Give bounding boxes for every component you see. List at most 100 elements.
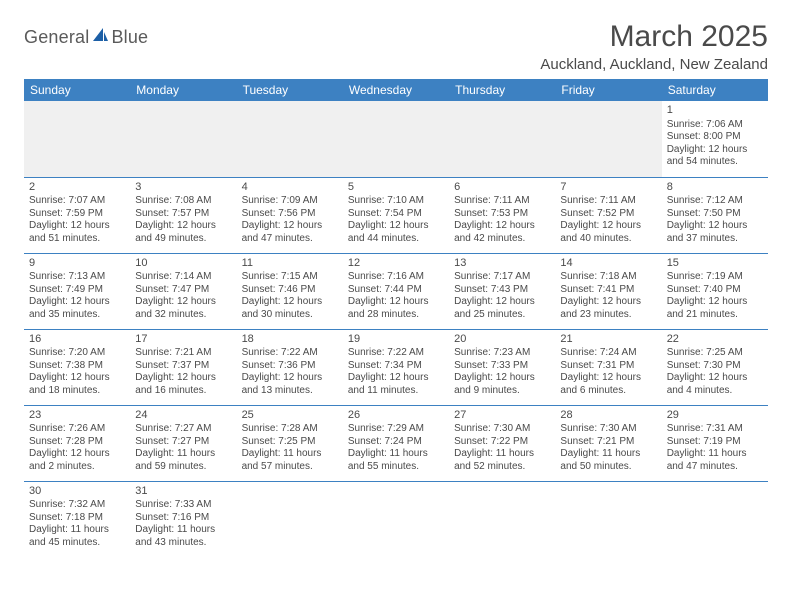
calendar-day-cell: 30Sunrise: 7:32 AMSunset: 7:18 PMDayligh…: [24, 481, 130, 557]
sunrise-text: Sunrise: 7:10 AM: [348, 195, 444, 208]
logo-text-2: Blue: [111, 27, 148, 48]
sunset-text: Sunset: 7:46 PM: [242, 284, 338, 297]
day-number: 11: [242, 257, 338, 271]
calendar-day-cell: 11Sunrise: 7:15 AMSunset: 7:46 PMDayligh…: [237, 253, 343, 329]
calendar-day-cell: 24Sunrise: 7:27 AMSunset: 7:27 PMDayligh…: [130, 405, 236, 481]
sunrise-text: Sunrise: 7:28 AM: [242, 423, 338, 436]
calendar-day-cell: 27Sunrise: 7:30 AMSunset: 7:22 PMDayligh…: [449, 405, 555, 481]
calendar-day-cell: [343, 101, 449, 177]
header: General Blue March 2025 Auckland, Auckla…: [24, 20, 768, 73]
calendar-day-cell: 25Sunrise: 7:28 AMSunset: 7:25 PMDayligh…: [237, 405, 343, 481]
daylight-text: Daylight: 11 hours and 55 minutes.: [348, 448, 444, 473]
sunset-text: Sunset: 7:59 PM: [29, 208, 125, 221]
calendar-table: Sunday Monday Tuesday Wednesday Thursday…: [24, 79, 768, 557]
day-number: 13: [454, 257, 550, 271]
calendar-week-row: 16Sunrise: 7:20 AMSunset: 7:38 PMDayligh…: [24, 329, 768, 405]
daylight-text: Daylight: 12 hours and 25 minutes.: [454, 296, 550, 321]
daylight-text: Daylight: 12 hours and 6 minutes.: [560, 372, 656, 397]
title-block: March 2025 Auckland, Auckland, New Zeala…: [540, 20, 768, 73]
sunrise-text: Sunrise: 7:16 AM: [348, 271, 444, 284]
sunset-text: Sunset: 7:30 PM: [667, 360, 763, 373]
day-number: 25: [242, 409, 338, 423]
calendar-day-cell: 5Sunrise: 7:10 AMSunset: 7:54 PMDaylight…: [343, 177, 449, 253]
weekday-header-row: Sunday Monday Tuesday Wednesday Thursday…: [24, 79, 768, 101]
day-number: 4: [242, 181, 338, 195]
day-number: 26: [348, 409, 444, 423]
sunrise-text: Sunrise: 7:22 AM: [242, 347, 338, 360]
sunset-text: Sunset: 7:49 PM: [29, 284, 125, 297]
sunset-text: Sunset: 7:34 PM: [348, 360, 444, 373]
day-number: 8: [667, 181, 763, 195]
calendar-day-cell: [555, 101, 661, 177]
calendar-day-cell: 3Sunrise: 7:08 AMSunset: 7:57 PMDaylight…: [130, 177, 236, 253]
calendar-day-cell: 23Sunrise: 7:26 AMSunset: 7:28 PMDayligh…: [24, 405, 130, 481]
calendar-day-cell: 13Sunrise: 7:17 AMSunset: 7:43 PMDayligh…: [449, 253, 555, 329]
sunset-text: Sunset: 7:18 PM: [29, 512, 125, 525]
day-number: 31: [135, 485, 231, 499]
calendar-day-cell: 22Sunrise: 7:25 AMSunset: 7:30 PMDayligh…: [662, 329, 768, 405]
day-number: 9: [29, 257, 125, 271]
sunset-text: Sunset: 7:43 PM: [454, 284, 550, 297]
calendar-day-cell: 31Sunrise: 7:33 AMSunset: 7:16 PMDayligh…: [130, 481, 236, 557]
daylight-text: Daylight: 11 hours and 52 minutes.: [454, 448, 550, 473]
daylight-text: Daylight: 12 hours and 11 minutes.: [348, 372, 444, 397]
sunrise-text: Sunrise: 7:24 AM: [560, 347, 656, 360]
day-number: 24: [135, 409, 231, 423]
day-number: 14: [560, 257, 656, 271]
sunrise-text: Sunrise: 7:22 AM: [348, 347, 444, 360]
calendar-day-cell: [237, 481, 343, 557]
sunrise-text: Sunrise: 7:26 AM: [29, 423, 125, 436]
sunset-text: Sunset: 7:41 PM: [560, 284, 656, 297]
sunrise-text: Sunrise: 7:13 AM: [29, 271, 125, 284]
calendar-day-cell: 14Sunrise: 7:18 AMSunset: 7:41 PMDayligh…: [555, 253, 661, 329]
daylight-text: Daylight: 12 hours and 9 minutes.: [454, 372, 550, 397]
calendar-day-cell: 20Sunrise: 7:23 AMSunset: 7:33 PMDayligh…: [449, 329, 555, 405]
daylight-text: Daylight: 12 hours and 30 minutes.: [242, 296, 338, 321]
sunset-text: Sunset: 7:52 PM: [560, 208, 656, 221]
sunset-text: Sunset: 7:22 PM: [454, 436, 550, 449]
calendar-week-row: 30Sunrise: 7:32 AMSunset: 7:18 PMDayligh…: [24, 481, 768, 557]
calendar-day-cell: 10Sunrise: 7:14 AMSunset: 7:47 PMDayligh…: [130, 253, 236, 329]
weekday-header: Thursday: [449, 79, 555, 101]
day-number: 23: [29, 409, 125, 423]
sunset-text: Sunset: 7:19 PM: [667, 436, 763, 449]
calendar-week-row: 1Sunrise: 7:06 AMSunset: 8:00 PMDaylight…: [24, 101, 768, 177]
daylight-text: Daylight: 12 hours and 35 minutes.: [29, 296, 125, 321]
day-number: 27: [454, 409, 550, 423]
day-number: 15: [667, 257, 763, 271]
day-number: 1: [667, 104, 763, 118]
daylight-text: Daylight: 12 hours and 28 minutes.: [348, 296, 444, 321]
sunset-text: Sunset: 7:53 PM: [454, 208, 550, 221]
calendar-day-cell: 6Sunrise: 7:11 AMSunset: 7:53 PMDaylight…: [449, 177, 555, 253]
calendar-day-cell: 1Sunrise: 7:06 AMSunset: 8:00 PMDaylight…: [662, 101, 768, 177]
sunrise-text: Sunrise: 7:20 AM: [29, 347, 125, 360]
day-number: 3: [135, 181, 231, 195]
sunset-text: Sunset: 7:21 PM: [560, 436, 656, 449]
calendar-week-row: 23Sunrise: 7:26 AMSunset: 7:28 PMDayligh…: [24, 405, 768, 481]
calendar-week-row: 9Sunrise: 7:13 AMSunset: 7:49 PMDaylight…: [24, 253, 768, 329]
calendar-day-cell: [449, 481, 555, 557]
day-number: 16: [29, 333, 125, 347]
calendar-day-cell: [662, 481, 768, 557]
calendar-day-cell: 16Sunrise: 7:20 AMSunset: 7:38 PMDayligh…: [24, 329, 130, 405]
sunset-text: Sunset: 7:16 PM: [135, 512, 231, 525]
daylight-text: Daylight: 12 hours and 13 minutes.: [242, 372, 338, 397]
sunrise-text: Sunrise: 7:30 AM: [560, 423, 656, 436]
daylight-text: Daylight: 12 hours and 21 minutes.: [667, 296, 763, 321]
weekday-header: Friday: [555, 79, 661, 101]
daylight-text: Daylight: 12 hours and 44 minutes.: [348, 220, 444, 245]
sunrise-text: Sunrise: 7:19 AM: [667, 271, 763, 284]
daylight-text: Daylight: 12 hours and 32 minutes.: [135, 296, 231, 321]
sunset-text: Sunset: 7:44 PM: [348, 284, 444, 297]
calendar-day-cell: [343, 481, 449, 557]
day-number: 5: [348, 181, 444, 195]
day-number: 6: [454, 181, 550, 195]
calendar-day-cell: 29Sunrise: 7:31 AMSunset: 7:19 PMDayligh…: [662, 405, 768, 481]
calendar-day-cell: 9Sunrise: 7:13 AMSunset: 7:49 PMDaylight…: [24, 253, 130, 329]
weekday-header: Sunday: [24, 79, 130, 101]
daylight-text: Daylight: 12 hours and 16 minutes.: [135, 372, 231, 397]
sunrise-text: Sunrise: 7:06 AM: [667, 119, 763, 132]
calendar-day-cell: 19Sunrise: 7:22 AMSunset: 7:34 PMDayligh…: [343, 329, 449, 405]
logo: General Blue: [24, 26, 148, 49]
daylight-text: Daylight: 12 hours and 54 minutes.: [667, 144, 763, 169]
